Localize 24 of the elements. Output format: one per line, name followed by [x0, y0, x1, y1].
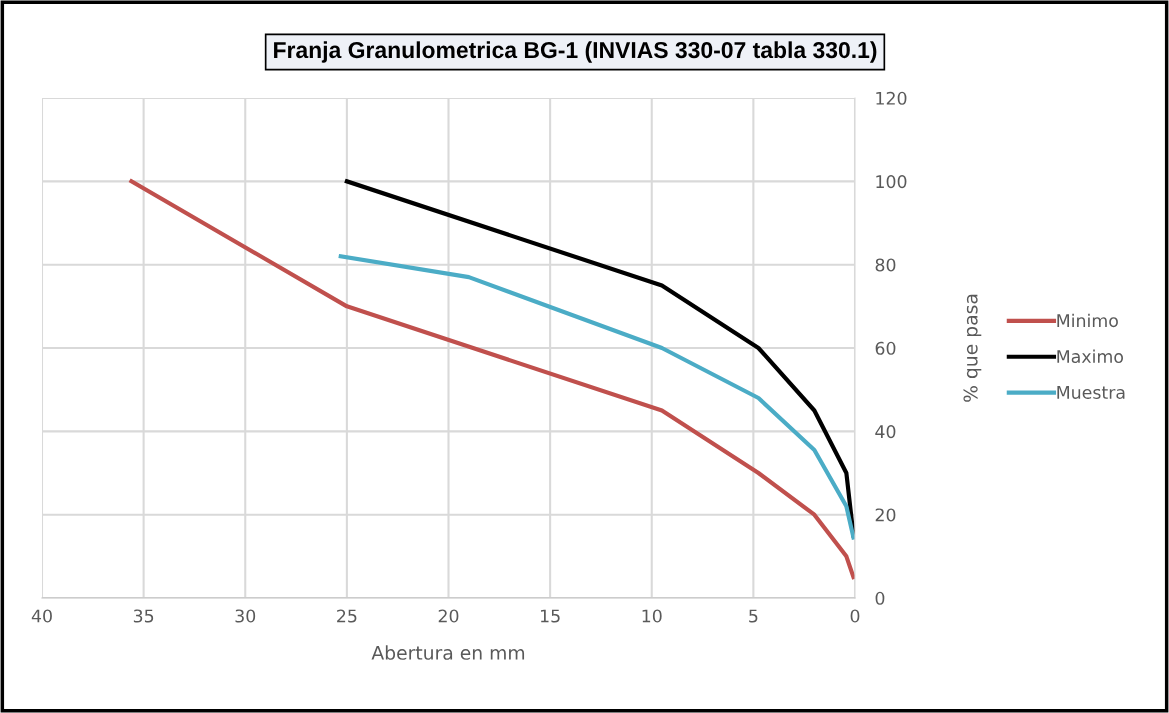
- x-tick-label: 15: [540, 609, 560, 623]
- y-tick-label: 60: [875, 341, 896, 355]
- line-series: [338, 254, 855, 540]
- y-tick-label: 40: [875, 425, 896, 439]
- y-tick-label: 20: [875, 508, 896, 522]
- legend-label: Muestra: [1057, 386, 1125, 399]
- x-tick-label: 10: [642, 609, 662, 623]
- y-tick-label: 0: [875, 591, 885, 605]
- y-axis-title: % que pasa: [963, 294, 982, 402]
- chart-title: Franja Granulometrica BG-1 (INVIAS 330-07 tabla 330.1): [274, 41, 877, 63]
- x-axis-title: Abertura en mm: [371, 645, 525, 660]
- y-tick-label: 100: [876, 175, 907, 189]
- x-tick-label: 5: [749, 609, 758, 623]
- x-tick-label: 25: [337, 609, 357, 623]
- line-series: [129, 179, 855, 580]
- x-tick-label: 0: [850, 609, 860, 623]
- y-tick-label: 80: [875, 258, 896, 272]
- legend-label: Minimo: [1057, 313, 1118, 328]
- y-tick-label: 120: [876, 91, 907, 105]
- x-tick-label: 30: [235, 609, 256, 623]
- x-tick-label: 35: [133, 609, 154, 623]
- x-tick-label: 20: [438, 609, 459, 623]
- x-tick-label: 40: [31, 609, 52, 623]
- legend-label: Maximo: [1057, 349, 1124, 364]
